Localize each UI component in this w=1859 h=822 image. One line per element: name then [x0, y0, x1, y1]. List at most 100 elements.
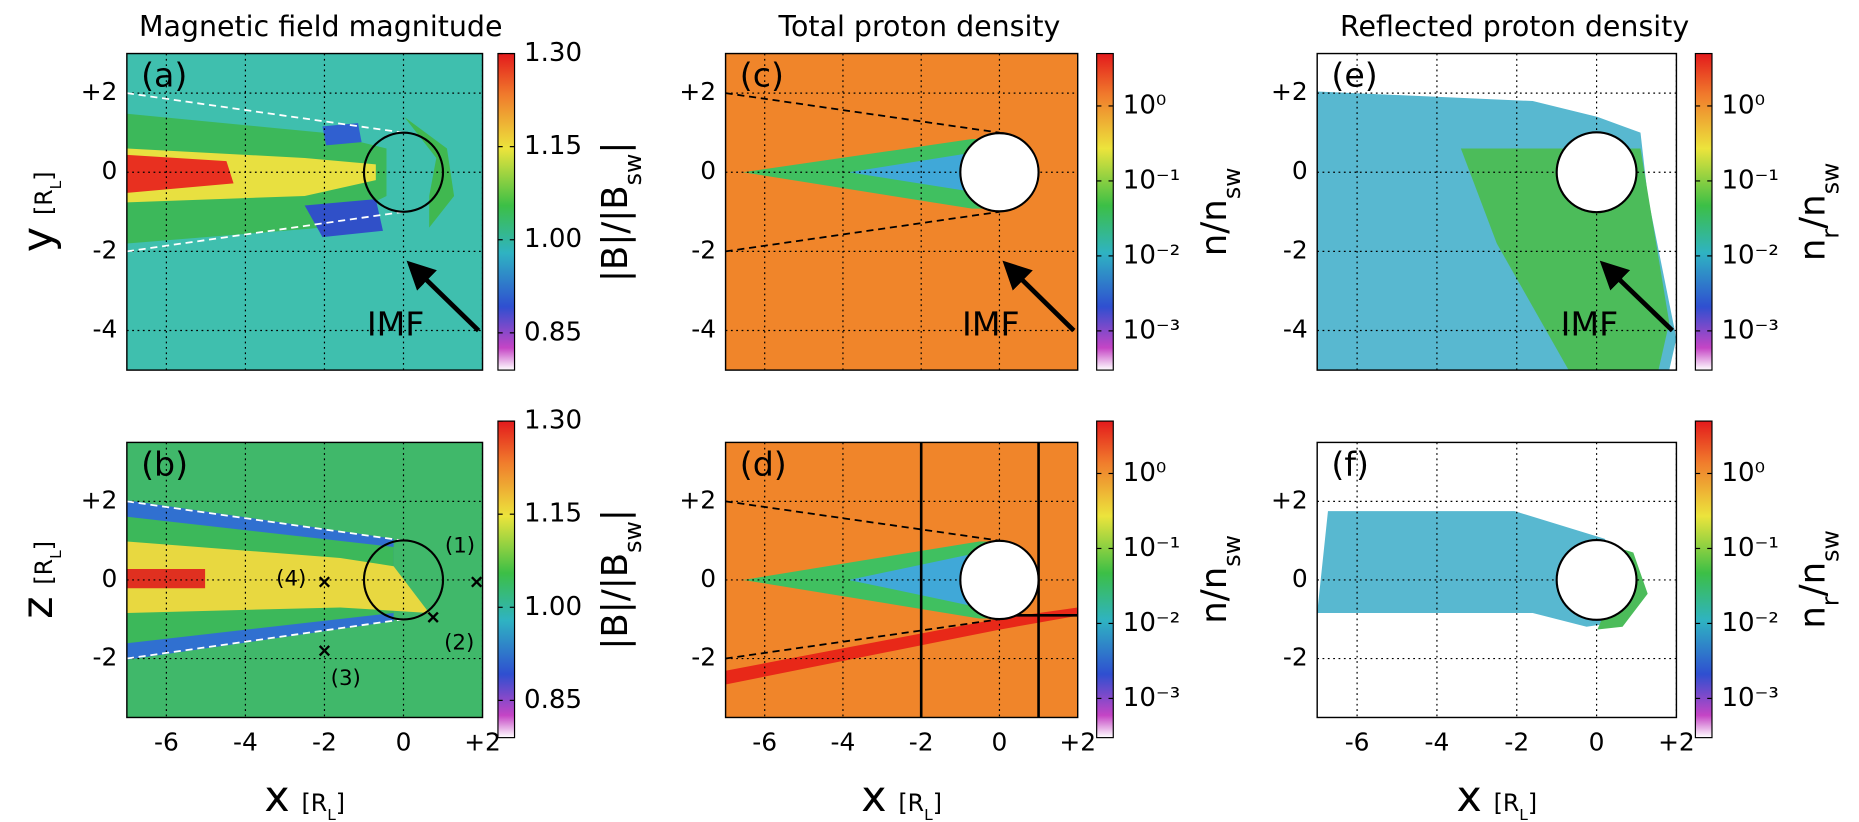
- x-axis-label: x [RL]: [861, 772, 942, 822]
- x-tick-label: -4: [1425, 728, 1450, 757]
- colorbar-tick-label: 10⁻²: [1123, 240, 1180, 270]
- moon-body: [1555, 538, 1638, 621]
- colorbar-tick-label: 10⁻²: [1721, 608, 1778, 638]
- colorbar-tick-label: 10⁻²: [1721, 240, 1778, 270]
- plot-area: [1317, 442, 1677, 718]
- x-tick-label: -4: [233, 728, 258, 757]
- label-part: [290, 789, 302, 817]
- colorbar: [1694, 52, 1713, 371]
- boundary-line: [725, 92, 1000, 134]
- colorbar-label: nr/nsw: [1793, 530, 1845, 629]
- heatmap-region: [126, 154, 234, 193]
- heatmap-background: [725, 53, 1078, 371]
- label-part: x: [264, 772, 289, 822]
- y-tick-label: +2: [81, 77, 118, 106]
- panel-title: Reflected proton density: [1340, 10, 1689, 43]
- label-part: sw: [619, 154, 647, 186]
- moon-body: [959, 132, 1040, 213]
- plot-frame: [1316, 441, 1678, 719]
- x-tick-label: -2: [312, 728, 337, 757]
- x-tick-label: -2: [1504, 728, 1529, 757]
- imf-label: IMF: [962, 304, 1020, 343]
- colorbar-tick-label: 10⁻³: [1123, 683, 1180, 713]
- y-tick-label: -2: [93, 235, 118, 264]
- y-tick-label: -2: [1283, 643, 1308, 672]
- label-part: |: [595, 142, 636, 154]
- colorbar-tick-label: 10⁻¹: [1123, 165, 1180, 195]
- label-part: [R: [898, 789, 924, 817]
- x-tick-label: -4: [831, 728, 856, 757]
- panel: IMF (e) +2 0 -2 -4 Reflected proton density 10⁻…: [1271, 10, 1845, 371]
- y-tick-label: -4: [1283, 315, 1308, 344]
- panel: (1)(2)(3)(4)(b)+20-2-6 -4 -2 0 +2z [RL]x [RL…: [13, 406, 647, 822]
- y-tick-label: -2: [691, 643, 716, 672]
- colorbar-tick-label: 0.85: [524, 685, 582, 715]
- colorbar-label: |B|/|Bsw|: [595, 142, 647, 282]
- colorbar: [1096, 52, 1114, 371]
- x-tick-label: 0: [992, 728, 1008, 757]
- point-label: (4): [276, 567, 306, 592]
- x-tick-label: +2: [1059, 728, 1096, 757]
- point-marker: [318, 576, 331, 588]
- y-tick-label: +2: [1271, 485, 1308, 514]
- plot-area: [126, 53, 483, 371]
- label-part: r: [1817, 229, 1845, 239]
- y-tick-label: -4: [691, 315, 716, 344]
- plot-area: [126, 442, 483, 718]
- label-part: L: [47, 180, 65, 189]
- imf-arrow: [406, 260, 481, 333]
- point-label: (2): [444, 630, 474, 655]
- x-tick-label: 0: [396, 728, 412, 757]
- heatmap-region: [1317, 511, 1641, 627]
- panel-label: (b): [141, 445, 188, 484]
- plot-frame: [1316, 52, 1678, 371]
- y-tick-label: +2: [679, 77, 716, 106]
- y-tick-label: -2: [691, 235, 716, 264]
- label-part: ]: [336, 789, 345, 817]
- plot-area: [725, 442, 1078, 718]
- moon-body: [362, 131, 445, 213]
- point-label: (1): [445, 533, 475, 558]
- heatmap-region: [1597, 541, 1648, 630]
- panel-label: (c): [740, 56, 784, 95]
- x-tick-label: -2: [909, 728, 934, 757]
- marker-stroke: [318, 645, 331, 657]
- y-axis-label: y [RL]: [13, 171, 65, 252]
- x-axis-label: x [RL]: [264, 772, 345, 822]
- moon-body: [1555, 131, 1638, 214]
- label-part: [R: [1494, 789, 1520, 817]
- plot-frame: [126, 441, 484, 719]
- label-part: sw: [619, 521, 647, 553]
- colorbar-tick-label: 10⁰: [1721, 458, 1765, 488]
- heatmap-region: [126, 541, 430, 613]
- y-tick-label: 0: [102, 156, 118, 185]
- label-part: ]: [1528, 789, 1537, 817]
- panel: IMF (c) +2 0 -2 -4 Total proton density 10⁻³ 10⁻…: [679, 10, 1246, 371]
- colorbar-tick-label: 10⁻¹: [1721, 533, 1778, 563]
- colorbar-tick-label: 10⁰: [1123, 458, 1167, 488]
- plot-area: [1317, 53, 1677, 371]
- y-tick-label: +2: [1271, 77, 1308, 106]
- y-tick-label: 0: [700, 156, 716, 185]
- label-part: n: [1793, 606, 1834, 629]
- x-tick-label: -6: [1345, 728, 1370, 757]
- imf-arrow: [1599, 260, 1675, 333]
- y-tick-label: -4: [93, 315, 118, 344]
- y-tick-label: 0: [700, 564, 716, 593]
- label-part: [R: [301, 789, 327, 817]
- label-part: n: [1793, 239, 1834, 262]
- colorbar-label: nr/nsw: [1793, 163, 1845, 262]
- panel-label: (f): [1331, 445, 1369, 484]
- label-part: [887, 789, 899, 817]
- label-part: sw: [1218, 167, 1246, 199]
- label-part: z: [13, 596, 63, 618]
- x-tick-label: -6: [154, 728, 179, 757]
- label-part: n/n: [1194, 199, 1235, 256]
- panel-title: Total proton density: [777, 10, 1060, 43]
- label-part: /n: [1793, 194, 1834, 229]
- colorbar-tick-label: 1.00: [524, 592, 582, 622]
- point-label: (3): [331, 666, 361, 691]
- x-tick-label: +2: [1658, 728, 1695, 757]
- y-axis-label: z [RL]: [13, 541, 65, 619]
